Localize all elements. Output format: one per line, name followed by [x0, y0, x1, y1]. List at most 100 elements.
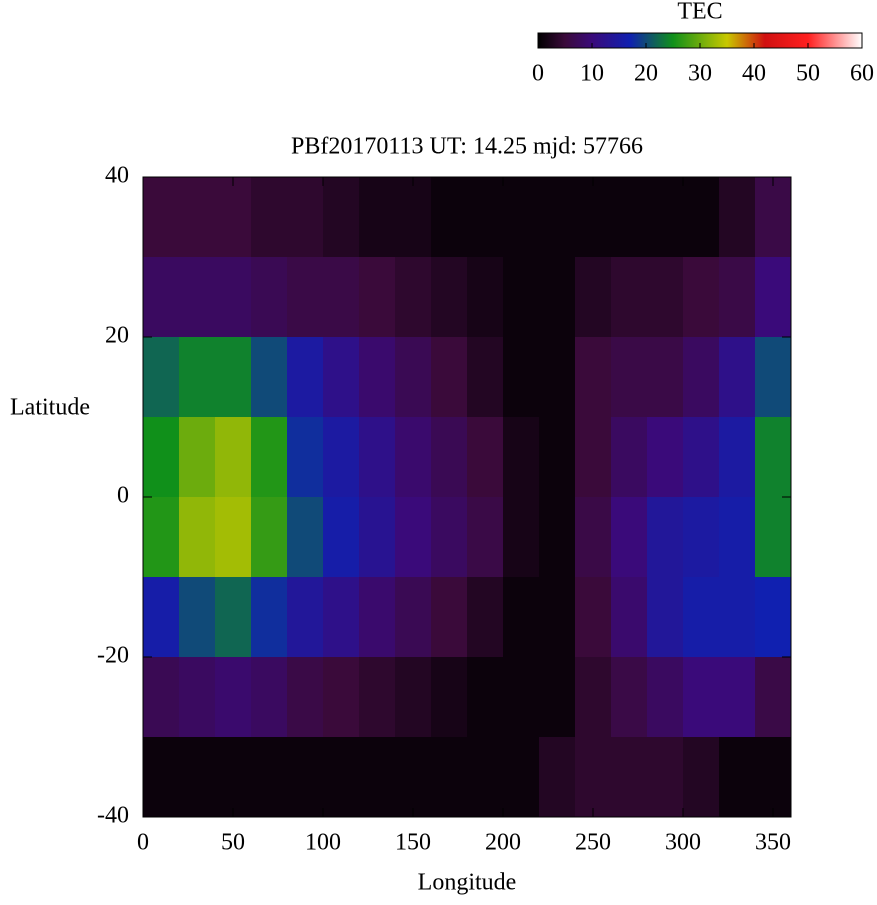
heatmap-cell: [359, 177, 396, 258]
heatmap-cell: [287, 657, 324, 738]
colorbar-tick-label: 50: [796, 61, 820, 87]
heatmap-cell: [719, 577, 756, 658]
heatmap-cell: [431, 417, 468, 498]
heatmap-cell: [143, 577, 180, 658]
heatmap-cell: [323, 737, 360, 818]
heatmap-cell: [503, 337, 540, 418]
x-tick-label: 0: [137, 830, 149, 856]
chart-title: PBf20170113 UT: 14.25 mjd: 57766: [291, 134, 643, 160]
heatmap-cell: [143, 657, 180, 738]
y-axis-label: Latitude: [10, 395, 90, 421]
heatmap-cell: [755, 497, 792, 578]
heatmap-cell: [611, 177, 648, 258]
heatmap-cell: [179, 177, 216, 258]
x-tick-label: 350: [755, 830, 791, 856]
heatmap-cell: [611, 737, 648, 818]
heatmap-cell: [287, 417, 324, 498]
colorbar-tick-label: 40: [742, 61, 766, 87]
heatmap-cell: [143, 417, 180, 498]
heatmap-cell: [359, 577, 396, 658]
x-axis-label: Longitude: [418, 870, 517, 896]
heatmap-cell: [251, 417, 288, 498]
y-tick-label: -40: [97, 803, 129, 829]
heatmap-cell: [575, 497, 612, 578]
heatmap-cell: [287, 737, 324, 818]
heatmap-cell: [647, 737, 684, 818]
heatmap-cell: [179, 497, 216, 578]
colorbar-tick-label: 0: [532, 61, 544, 87]
heatmap-cell: [251, 257, 288, 338]
heatmap-cell: [611, 417, 648, 498]
heatmap-cell: [683, 737, 720, 818]
heatmap-cell: [323, 497, 360, 578]
heatmap-cell: [467, 577, 504, 658]
heatmap-cell: [323, 577, 360, 658]
heatmap-cell: [431, 577, 468, 658]
heatmap-cell: [467, 337, 504, 418]
heatmap-cell: [395, 497, 432, 578]
heatmap-cell: [647, 337, 684, 418]
heatmap-cell: [647, 417, 684, 498]
heatmap-cell: [395, 657, 432, 738]
heatmap-cell: [467, 177, 504, 258]
heatmap-cell: [575, 737, 612, 818]
y-tick-label: 20: [105, 323, 129, 349]
y-tick-label: -20: [97, 643, 129, 669]
heatmap-cell: [431, 257, 468, 338]
colorbar-tick-label: 30: [688, 61, 712, 87]
heatmap-cell: [287, 497, 324, 578]
heatmap-cell: [395, 177, 432, 258]
heatmap-cell: [539, 657, 576, 738]
heatmap-cell: [503, 657, 540, 738]
heatmap-cell: [179, 337, 216, 418]
heatmap-cell: [503, 417, 540, 498]
heatmap-cell: [359, 257, 396, 338]
heatmap-cell: [179, 657, 216, 738]
heatmap-cell: [755, 257, 792, 338]
x-tick-label: 100: [305, 830, 341, 856]
heatmap-cell: [251, 657, 288, 738]
heatmap-cell: [647, 257, 684, 338]
heatmap-cell: [359, 417, 396, 498]
heatmap-cell: [467, 497, 504, 578]
heatmap-cell: [503, 257, 540, 338]
heatmap-cell: [179, 257, 216, 338]
heatmap-cell: [539, 497, 576, 578]
heatmap-cell: [431, 177, 468, 258]
heatmap-cell: [215, 577, 252, 658]
heatmap-cell: [251, 577, 288, 658]
heatmap-cell: [323, 257, 360, 338]
heatmap-cell: [251, 497, 288, 578]
heatmap-cell: [611, 257, 648, 338]
heatmap-cell: [755, 737, 792, 818]
heatmap-cell: [611, 337, 648, 418]
y-tick-label: 40: [105, 163, 129, 189]
heatmap-cell: [539, 177, 576, 258]
heatmap-cell: [611, 657, 648, 738]
heatmap-cell: [647, 577, 684, 658]
heatmap-cell: [323, 417, 360, 498]
heatmap-cell: [251, 337, 288, 418]
heatmap-cell: [755, 177, 792, 258]
heatmap-cell: [647, 177, 684, 258]
heatmap-cell: [143, 257, 180, 338]
heatmap-cell: [215, 737, 252, 818]
heatmap-cell: [215, 257, 252, 338]
heatmap-cell: [251, 177, 288, 258]
heatmap-cell: [251, 737, 288, 818]
heatmap-cell: [215, 417, 252, 498]
heatmap-cell: [395, 257, 432, 338]
heatmap-cell: [719, 657, 756, 738]
heatmap-cell: [143, 737, 180, 818]
heatmap-cell: [287, 577, 324, 658]
heatmap-cell: [395, 737, 432, 818]
heatmap-cell: [611, 577, 648, 658]
heatmap-cell: [539, 577, 576, 658]
heatmap-cell: [683, 497, 720, 578]
heatmap-cell: [143, 497, 180, 578]
heatmap-cell: [215, 337, 252, 418]
heatmap-cell: [539, 257, 576, 338]
heatmap-cell: [323, 657, 360, 738]
heatmap-cell: [431, 657, 468, 738]
